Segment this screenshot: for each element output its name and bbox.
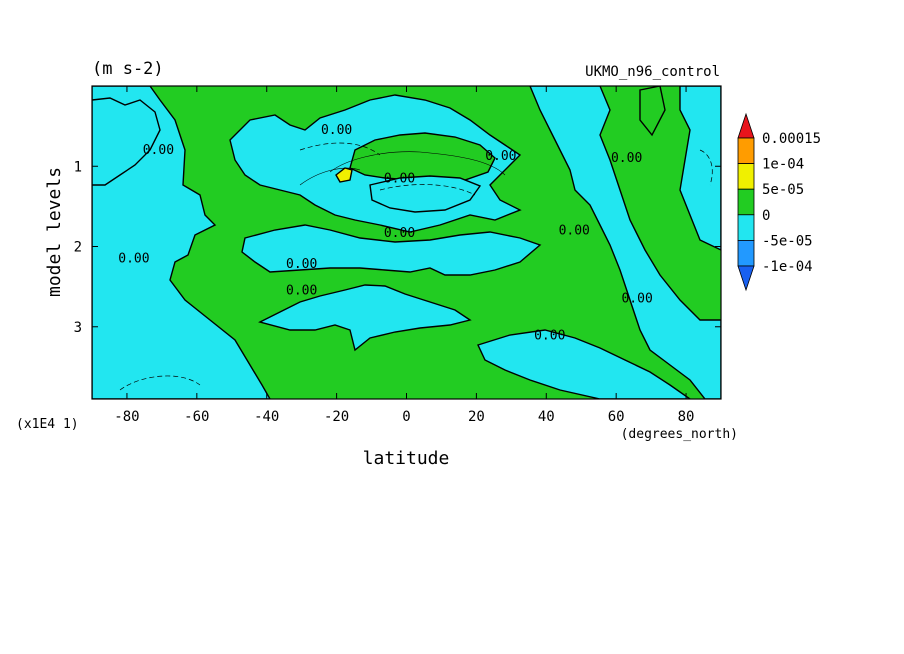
units-label: (m s-2): [92, 59, 164, 79]
y-tick-label: 3: [74, 320, 82, 336]
y-tick-label: 2: [74, 240, 82, 256]
legend-label: 0: [762, 208, 770, 224]
contour-label: 0.00: [485, 149, 516, 164]
x-tick-label: 20: [468, 409, 485, 425]
contour-label: 0.00: [384, 171, 415, 186]
contour-label: 0.00: [621, 292, 652, 307]
contour-label: 0.00: [118, 252, 149, 267]
x-tick-label: 0: [402, 409, 410, 425]
contour-label: 0.00: [384, 226, 415, 241]
y-axis-label: model levels: [44, 167, 65, 297]
legend-swatch: [737, 214, 755, 241]
negative-region-northpole: [679, 86, 721, 251]
contour-labels: 0.00 0.00 0.00 0.00 0.00 0.00 0.00 0.00 0.00 0.00…: [118, 123, 653, 343]
contour-label: 0.00: [559, 223, 590, 238]
x-axis: -80 -60 -40 -20 0 20 40 60 80: [114, 86, 694, 425]
y-axis-scale: (x1E4 1): [16, 417, 79, 432]
legend-label: 1e-04: [762, 157, 804, 173]
field-layer: [92, 86, 721, 399]
x-tick-label: -20: [324, 409, 349, 425]
legend-swatch: [737, 239, 755, 267]
contour-label: 0.00: [611, 151, 642, 166]
x-tick-label: -80: [114, 409, 139, 425]
legend-swatch: [737, 137, 755, 165]
contour-label: 0.00: [286, 284, 317, 299]
legend-arrow-bottom: [737, 265, 755, 292]
x-tick-label: 80: [678, 409, 695, 425]
positive-region-center: [349, 132, 496, 183]
x-tick-label: 40: [538, 409, 555, 425]
x-tick-label: 60: [608, 409, 625, 425]
x-tick-label: -60: [184, 409, 209, 425]
legend-label: -5e-05: [762, 233, 813, 249]
yellow-maximum: [335, 167, 353, 183]
model-label: UKMO_n96_control: [585, 64, 720, 80]
y-tick-label: 1: [74, 159, 82, 175]
positive-contours: [299, 151, 506, 186]
contour-label: 0.00: [321, 123, 352, 138]
negative-region-mid-tropics: [241, 224, 542, 276]
negative-region-upper-south: [92, 97, 161, 186]
negative-region-lower-mid: [258, 284, 472, 352]
contour-label: 0.00: [286, 257, 317, 272]
legend-label: -1e-04: [762, 259, 813, 275]
legend-label: 5e-05: [762, 182, 804, 198]
legend-swatch: [737, 163, 755, 190]
negative-region-upper-north: [529, 86, 721, 399]
color-legend: 0.00015 1e-04 5e-05 0 -5e-05 -1e-04: [737, 112, 821, 292]
negative-region-center-core: [369, 175, 482, 213]
x-axis-label: latitude: [363, 448, 450, 469]
negative-region-lower-north: [477, 329, 692, 399]
positive-island-north: [639, 86, 666, 137]
contour-label: 0.00: [143, 143, 174, 158]
contour-label: 0.00: [534, 329, 565, 344]
legend-label: 0.00015: [762, 131, 821, 147]
y-axis: 1 2 3: [74, 159, 721, 336]
legend-swatch: [737, 188, 755, 216]
legend-arrow-top: [737, 112, 755, 139]
x-axis-units: (degrees_north): [621, 427, 738, 442]
negative-contours: [119, 142, 713, 391]
x-tick-label: -40: [254, 409, 279, 425]
